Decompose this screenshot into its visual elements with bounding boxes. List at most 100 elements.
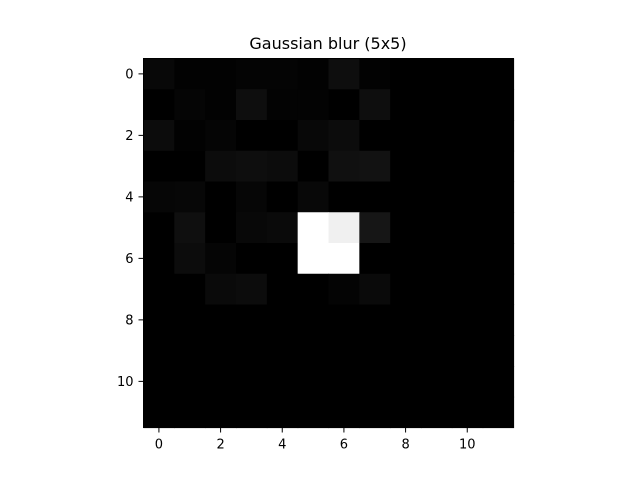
x-axis: 0 2 4 6 8 10 [155, 427, 476, 453]
heatmap-cell [359, 181, 391, 213]
heatmap-cell [174, 212, 206, 244]
heatmap-cell [205, 304, 237, 336]
heatmap-cell [359, 89, 391, 121]
heatmap-cell [482, 273, 515, 306]
heatmap-cell [297, 89, 330, 121]
heatmap-cells [143, 58, 515, 429]
heatmap-cell [328, 304, 360, 336]
heatmap-cell [390, 89, 422, 121]
heatmap-cell [143, 273, 175, 306]
heatmap-cell [236, 89, 268, 121]
x-tick-label: 0 [155, 438, 163, 453]
heatmap-cell [390, 212, 422, 244]
heatmap-cell [143, 181, 175, 213]
heatmap-cell [328, 243, 360, 275]
heatmap-cell [421, 273, 453, 306]
heatmap-cell [174, 181, 206, 213]
heatmap-cell [390, 120, 422, 152]
heatmap-cell [390, 243, 422, 275]
heatmap-cell [451, 120, 484, 152]
heatmap-cell [451, 335, 484, 367]
heatmap-cell [359, 212, 391, 244]
heatmap-cell [451, 89, 484, 121]
heatmap-cell [266, 396, 299, 429]
axes-frame [143, 58, 514, 428]
heatmap-cell [236, 120, 268, 152]
heatmap-cell [482, 335, 515, 367]
heatmap-cell [421, 212, 453, 244]
heatmap-cell [451, 212, 484, 244]
heatmap-cell [236, 243, 268, 275]
heatmap-cell [266, 181, 299, 213]
heatmap-cell [451, 150, 484, 183]
heatmap-cell [482, 366, 515, 398]
heatmap-cell [236, 335, 268, 367]
heatmap-cell [390, 181, 422, 213]
heatmap-cell [359, 150, 391, 183]
heatmap-cell [421, 58, 453, 90]
y-tick-label: 0 [125, 67, 133, 82]
x-tick-label: 10 [459, 438, 476, 453]
heatmap-cell [359, 366, 391, 398]
heatmap-cell [359, 58, 391, 90]
heatmap-cell [143, 58, 175, 90]
y-tick-label: 10 [117, 375, 134, 390]
heatmap-cell [174, 243, 206, 275]
heatmap-cell [482, 58, 515, 90]
heatmap-cell [236, 304, 268, 336]
heatmap-cell [236, 58, 268, 90]
heatmap-cell [266, 304, 299, 336]
heatmap-cell [421, 89, 453, 121]
heatmap-cell [205, 243, 237, 275]
heatmap-cell [328, 181, 360, 213]
heatmap-cell [421, 150, 453, 183]
x-tick-label: 6 [340, 438, 348, 453]
heatmap-cell [482, 89, 515, 121]
heatmap-cell [297, 273, 330, 306]
heatmap-cell [205, 150, 237, 183]
heatmap-cell [143, 150, 175, 183]
heatmap-cell [205, 396, 237, 429]
y-tick-label: 2 [125, 129, 133, 144]
heatmap-cell [297, 335, 330, 367]
heatmap-cell [174, 366, 206, 398]
heatmap-cell [143, 335, 175, 367]
heatmap-cell [421, 181, 453, 213]
heatmap-cell [143, 120, 175, 152]
heatmap-cell [451, 273, 484, 306]
y-tick-label: 6 [125, 252, 133, 267]
heatmap-cell [174, 396, 206, 429]
heatmap-cell [328, 150, 360, 183]
heatmap-cell [482, 304, 515, 336]
y-tick-label: 8 [125, 313, 133, 328]
heatmap-cell [266, 212, 299, 244]
heatmap-cell [359, 273, 391, 306]
heatmap-cell [205, 212, 237, 244]
heatmap-cell [174, 150, 206, 183]
heatmap-cell [451, 304, 484, 336]
heatmap-cell [143, 89, 175, 121]
y-tick-label: 4 [125, 190, 133, 205]
heatmap-cell [482, 181, 515, 213]
x-tick-label: 4 [278, 438, 286, 453]
heatmap-cell [266, 120, 299, 152]
heatmap-cell [143, 304, 175, 336]
heatmap-cell [390, 273, 422, 306]
heatmap-cell [143, 243, 175, 275]
heatmap-cell [266, 273, 299, 306]
heatmap-cell [297, 243, 330, 275]
heatmap-cell [390, 396, 422, 429]
y-axis: 0 2 4 6 8 10 [117, 67, 144, 390]
heatmap-cell [482, 396, 515, 429]
heatmap-cell [421, 335, 453, 367]
heatmap-cell [482, 120, 515, 152]
heatmap-cell [297, 150, 330, 183]
heatmap-cell [297, 304, 330, 336]
heatmap-cell [297, 366, 330, 398]
heatmap-cell [390, 150, 422, 183]
heatmap-cell [174, 273, 206, 306]
x-tick-label: 2 [216, 438, 224, 453]
heatmap-cell [297, 120, 330, 152]
heatmap-cell [328, 335, 360, 367]
